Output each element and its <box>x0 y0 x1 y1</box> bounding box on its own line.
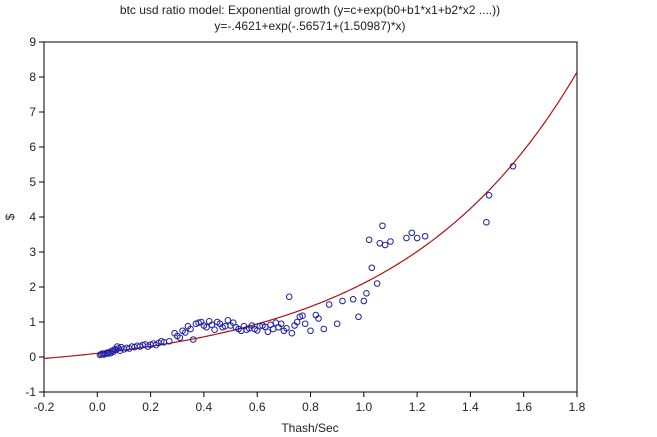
data-point <box>176 334 184 342</box>
y-tick-label: 3 <box>29 245 36 259</box>
y-tick-label: 4 <box>29 210 36 224</box>
data-point <box>116 347 124 355</box>
x-tick-label: 0.2 <box>142 400 159 414</box>
data-point <box>349 295 357 303</box>
data-point <box>485 192 493 199</box>
data-point <box>277 320 285 328</box>
data-point <box>325 301 333 308</box>
data-point <box>355 313 362 321</box>
x-axis-ticks: -0.2 0.0 0.2 0.4 0.6 0.8 1.0 1.2 1.4 1.6 1.8 <box>34 392 586 414</box>
x-tick-label: -0.2 <box>34 400 55 414</box>
y-tick-label: 6 <box>29 140 36 154</box>
data-point <box>413 234 421 242</box>
data-point <box>315 315 322 322</box>
chart-title: btc usd ratio model: Exponential growth … <box>119 3 501 17</box>
data-point <box>360 297 368 305</box>
data-point <box>189 336 197 343</box>
data-point <box>187 325 194 333</box>
y-tick-label: 1 <box>29 315 36 329</box>
x-tick-label: 1.0 <box>355 400 372 414</box>
x-axis-label: Thash/Sec <box>281 421 338 435</box>
y-axis-label: $ <box>3 213 17 220</box>
x-tick-label: 0.6 <box>249 400 266 414</box>
data-point <box>379 222 386 230</box>
y-tick-label: 5 <box>29 175 36 189</box>
plot-frame <box>43 41 578 393</box>
y-tick-label: 0 <box>29 350 36 364</box>
data-point <box>165 337 173 345</box>
data-point <box>365 236 373 244</box>
data-point <box>363 290 370 297</box>
chart-subtitle: y=-.4621+exp(-.56571+(1.50987)*x) <box>214 19 406 33</box>
data-point <box>333 320 341 328</box>
y-tick-label: 8 <box>29 70 36 84</box>
data-point <box>285 293 293 301</box>
x-tick-label: 0.8 <box>302 400 319 414</box>
data-point <box>181 329 189 336</box>
y-axis-ticks: -1 0 1 2 3 4 5 6 7 8 9 <box>25 35 44 399</box>
data-point <box>211 326 218 334</box>
x-tick-label: 1.8 <box>569 400 586 414</box>
data-point <box>293 318 301 326</box>
x-tick-label: 1.4 <box>462 400 479 414</box>
data-point <box>320 325 328 333</box>
data-point <box>288 329 296 337</box>
y-tick-label: 9 <box>29 35 36 49</box>
data-point <box>381 241 389 249</box>
data-point <box>264 328 272 336</box>
y-tick-label: 7 <box>29 105 36 119</box>
data-point <box>203 323 210 331</box>
x-tick-label: 1.2 <box>409 400 426 414</box>
data-point <box>339 297 346 305</box>
data-point <box>387 238 394 245</box>
data-point <box>403 234 410 242</box>
data-point <box>408 229 416 237</box>
data-point <box>208 321 216 329</box>
data-point <box>373 280 381 287</box>
x-tick-label: 0.0 <box>89 400 106 414</box>
data-points <box>96 162 517 359</box>
x-tick-label: 0.4 <box>196 400 213 414</box>
y-tick-label: -1 <box>25 385 36 399</box>
data-point <box>368 264 376 272</box>
x-tick-label: 1.6 <box>515 400 532 414</box>
y-tick-label: 2 <box>29 280 36 294</box>
data-point <box>195 319 202 327</box>
data-point <box>509 162 517 170</box>
data-point <box>301 320 309 328</box>
data-point <box>483 218 490 226</box>
data-point <box>421 232 429 240</box>
data-point <box>299 312 306 320</box>
data-point <box>224 316 232 324</box>
data-point <box>307 327 314 335</box>
data-point <box>283 325 290 332</box>
